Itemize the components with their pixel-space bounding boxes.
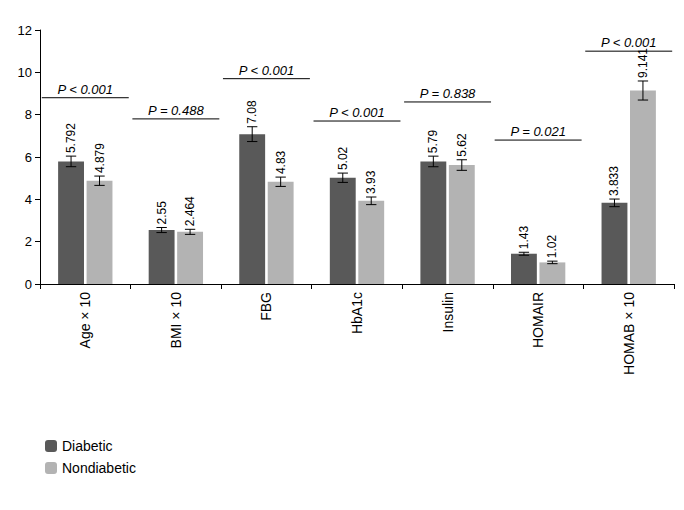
svg-text:6: 6 — [25, 150, 32, 165]
svg-text:9.141: 9.141 — [636, 48, 650, 78]
svg-text:P < 0.001: P < 0.001 — [239, 63, 295, 78]
svg-text:2: 2 — [25, 234, 32, 249]
svg-text:HbA1c: HbA1c — [349, 292, 365, 334]
svg-text:4.879: 4.879 — [93, 143, 107, 173]
svg-text:Diabetic: Diabetic — [62, 438, 113, 454]
svg-text:3.833: 3.833 — [607, 166, 621, 196]
svg-text:BMI × 10: BMI × 10 — [168, 292, 184, 349]
svg-text:Insulin: Insulin — [440, 292, 456, 332]
svg-text:3.93: 3.93 — [364, 170, 378, 194]
svg-text:P < 0.001: P < 0.001 — [329, 105, 385, 120]
svg-text:10: 10 — [18, 65, 32, 80]
svg-text:5.02: 5.02 — [336, 146, 350, 170]
svg-text:P = 0.021: P = 0.021 — [510, 124, 566, 139]
svg-text:2.464: 2.464 — [183, 196, 197, 226]
svg-text:2.55: 2.55 — [155, 201, 169, 225]
svg-text:Age × 10: Age × 10 — [77, 292, 93, 349]
svg-text:Nondiabetic: Nondiabetic — [62, 460, 136, 476]
svg-text:5.62: 5.62 — [455, 133, 469, 157]
svg-text:4.83: 4.83 — [274, 150, 288, 174]
svg-text:1.02: 1.02 — [545, 234, 559, 258]
svg-text:12: 12 — [18, 23, 32, 38]
svg-text:0: 0 — [25, 277, 32, 292]
svg-text:7.08: 7.08 — [245, 100, 259, 124]
svg-text:P = 0.488: P = 0.488 — [148, 103, 204, 118]
svg-text:FBG: FBG — [258, 292, 274, 321]
svg-text:P = 0.838: P = 0.838 — [420, 86, 476, 101]
svg-text:1.43: 1.43 — [517, 226, 531, 250]
svg-text:5.792: 5.792 — [64, 123, 78, 153]
svg-text:P < 0.001: P < 0.001 — [601, 35, 657, 50]
svg-text:5.79: 5.79 — [426, 129, 440, 153]
svg-text:HOMAIR: HOMAIR — [530, 292, 546, 348]
svg-text:8: 8 — [25, 107, 32, 122]
svg-text:P < 0.001: P < 0.001 — [58, 82, 114, 97]
svg-text:4: 4 — [25, 192, 32, 207]
svg-text:HOMAB × 10: HOMAB × 10 — [621, 292, 637, 375]
